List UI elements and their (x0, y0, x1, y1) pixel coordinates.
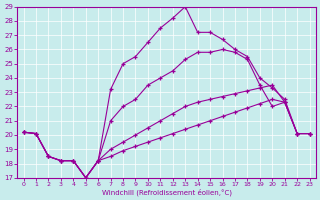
X-axis label: Windchill (Refroidissement éolien,°C): Windchill (Refroidissement éolien,°C) (101, 188, 232, 196)
